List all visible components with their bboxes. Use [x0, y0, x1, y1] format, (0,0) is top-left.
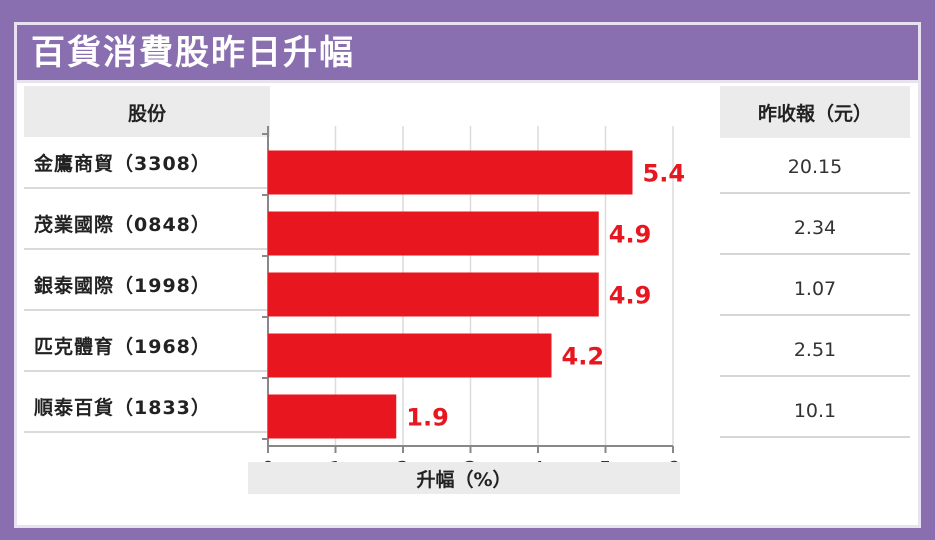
- category-label: 銀泰國際（1998）: [24, 259, 274, 311]
- title-bar: 百貨消費股昨日升幅: [17, 25, 918, 83]
- bar-value-label: 4.9: [609, 282, 652, 310]
- bar-value-label: 4.2: [562, 343, 605, 371]
- bar-value-label: 4.9: [609, 221, 652, 249]
- price-column-header: 昨收報（元）: [720, 86, 910, 138]
- price-cell: 20.15: [720, 142, 910, 194]
- bar: [268, 272, 599, 317]
- stock-column-header: 股份: [24, 86, 270, 138]
- bar-value-label: 1.9: [406, 404, 449, 432]
- chart-title: 百貨消費股昨日升幅: [31, 33, 355, 73]
- bar-value-label: 5.4: [643, 160, 686, 188]
- bar: [268, 333, 552, 378]
- bar: [268, 394, 397, 439]
- category-label: 茂業國際（0848）: [24, 198, 274, 250]
- price-cell: 1.07: [720, 264, 910, 316]
- bar: [268, 150, 633, 195]
- price-cell: 2.51: [720, 325, 910, 377]
- price-cell: 10.1: [720, 386, 910, 438]
- bar: [268, 211, 599, 256]
- category-label: 匹克體育（1968）: [24, 320, 274, 372]
- x-axis-label: 升幅（%）: [248, 462, 680, 494]
- category-label: 金鷹商貿（3308）: [24, 137, 274, 189]
- category-label: 順泰百貨（1833）: [24, 381, 274, 433]
- price-cell: 2.34: [720, 203, 910, 255]
